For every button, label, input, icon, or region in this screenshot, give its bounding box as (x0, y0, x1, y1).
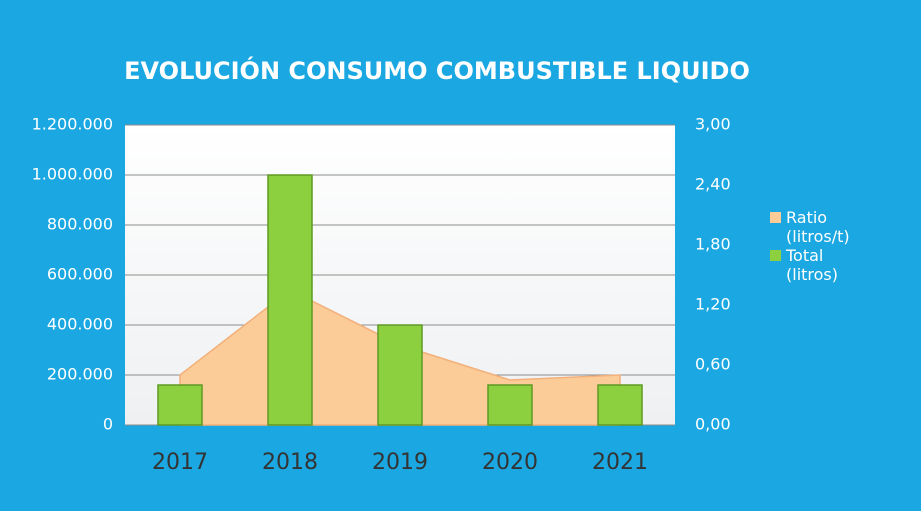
legend-item: Ratio (litros/t) (770, 208, 878, 246)
y-tick-label: 200.000 (47, 365, 113, 384)
y2-tick-label: 3,00 (695, 115, 731, 134)
y2-tick-label: 1,20 (695, 295, 731, 314)
x-tick-label: 2021 (592, 450, 648, 475)
bar (487, 384, 533, 426)
y-tick-label: 400.000 (47, 315, 113, 334)
y-tick-label: 600.000 (47, 265, 113, 284)
x-tick-label: 2019 (372, 450, 428, 475)
legend-label: Total (litros) (786, 246, 838, 284)
x-tick-label: 2018 (262, 450, 318, 475)
y2-tick-label: 0,00 (695, 415, 731, 434)
y2-tick-label: 1,80 (695, 235, 731, 254)
legend-swatch (770, 212, 781, 223)
x-tick-label: 2020 (482, 450, 538, 475)
bar (597, 384, 643, 426)
x-tick-label: 2017 (152, 450, 208, 475)
y2-tick-label: 2,40 (695, 175, 731, 194)
legend: Ratio (litros/t) Total (litros) (770, 208, 878, 284)
bar (377, 324, 423, 426)
y-tick-label: 1.000.000 (32, 165, 113, 184)
legend-label: Ratio (litros/t) (786, 208, 850, 246)
y2-tick-label: 0,60 (695, 355, 731, 374)
y-tick-label: 0 (103, 415, 113, 434)
chart-title: EVOLUCIÓN CONSUMO COMBUSTIBLE LIQUIDO (124, 55, 750, 85)
y-tick-label: 1.200.000 (32, 115, 113, 134)
y-tick-label: 800.000 (47, 215, 113, 234)
legend-item: Total (litros) (770, 246, 878, 284)
bar (267, 174, 313, 426)
bar (157, 384, 203, 426)
legend-swatch (770, 250, 781, 261)
